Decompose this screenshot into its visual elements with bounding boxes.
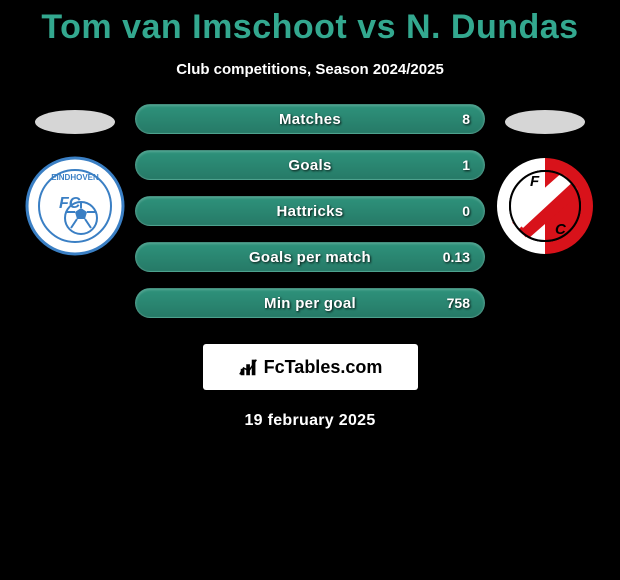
left-player-column: EINDHOVEN FC <box>25 104 125 256</box>
eindhoven-badge-icon: EINDHOVEN FC <box>25 156 125 256</box>
club-badge-right: F C <box>495 156 595 256</box>
stat-label: Matches <box>279 111 341 128</box>
stat-label: Goals per match <box>249 249 371 266</box>
stat-right-value: 8 <box>462 111 470 127</box>
stat-row-goals-per-match: Goals per match 0.13 <box>135 242 485 272</box>
comparison-card: Tom van Imschoot vs N. Dundas Club compe… <box>0 0 620 430</box>
subtitle: Club competitions, Season 2024/2025 <box>0 61 620 78</box>
stat-label: Min per goal <box>264 295 356 312</box>
stat-right-value: 1 <box>462 157 470 173</box>
main-row: EINDHOVEN FC Matches 8 <box>0 104 620 318</box>
svg-text:F: F <box>530 173 540 190</box>
stat-right-value: 0 <box>462 203 470 219</box>
stat-row-goals: Goals 1 <box>135 150 485 180</box>
utrecht-badge-icon: F C <box>495 156 595 256</box>
stat-row-matches: Matches 8 <box>135 104 485 134</box>
brand-box[interactable]: FcTables.com <box>203 344 418 390</box>
date-line: 19 february 2025 <box>0 412 620 430</box>
stats-column: Matches 8 Goals 1 Hattricks 0 Goals per … <box>135 104 485 318</box>
stat-label: Goals <box>288 157 331 174</box>
svg-text:FC: FC <box>59 195 81 212</box>
stat-label: Hattricks <box>277 203 344 220</box>
svg-text:EINDHOVEN: EINDHOVEN <box>51 173 99 182</box>
player-photo-placeholder-right <box>505 110 585 134</box>
stat-row-min-per-goal: Min per goal 758 <box>135 288 485 318</box>
svg-text:C: C <box>555 221 567 238</box>
right-player-column: F C <box>495 104 595 256</box>
page-title: Tom van Imschoot vs N. Dundas <box>0 8 620 47</box>
brand-text: FcTables.com <box>264 357 383 378</box>
bar-chart-icon <box>238 356 260 378</box>
stat-right-value: 0.13 <box>443 249 470 265</box>
club-badge-left: EINDHOVEN FC <box>25 156 125 256</box>
player-photo-placeholder-left <box>35 110 115 134</box>
stat-right-value: 758 <box>447 295 470 311</box>
stat-row-hattricks: Hattricks 0 <box>135 196 485 226</box>
